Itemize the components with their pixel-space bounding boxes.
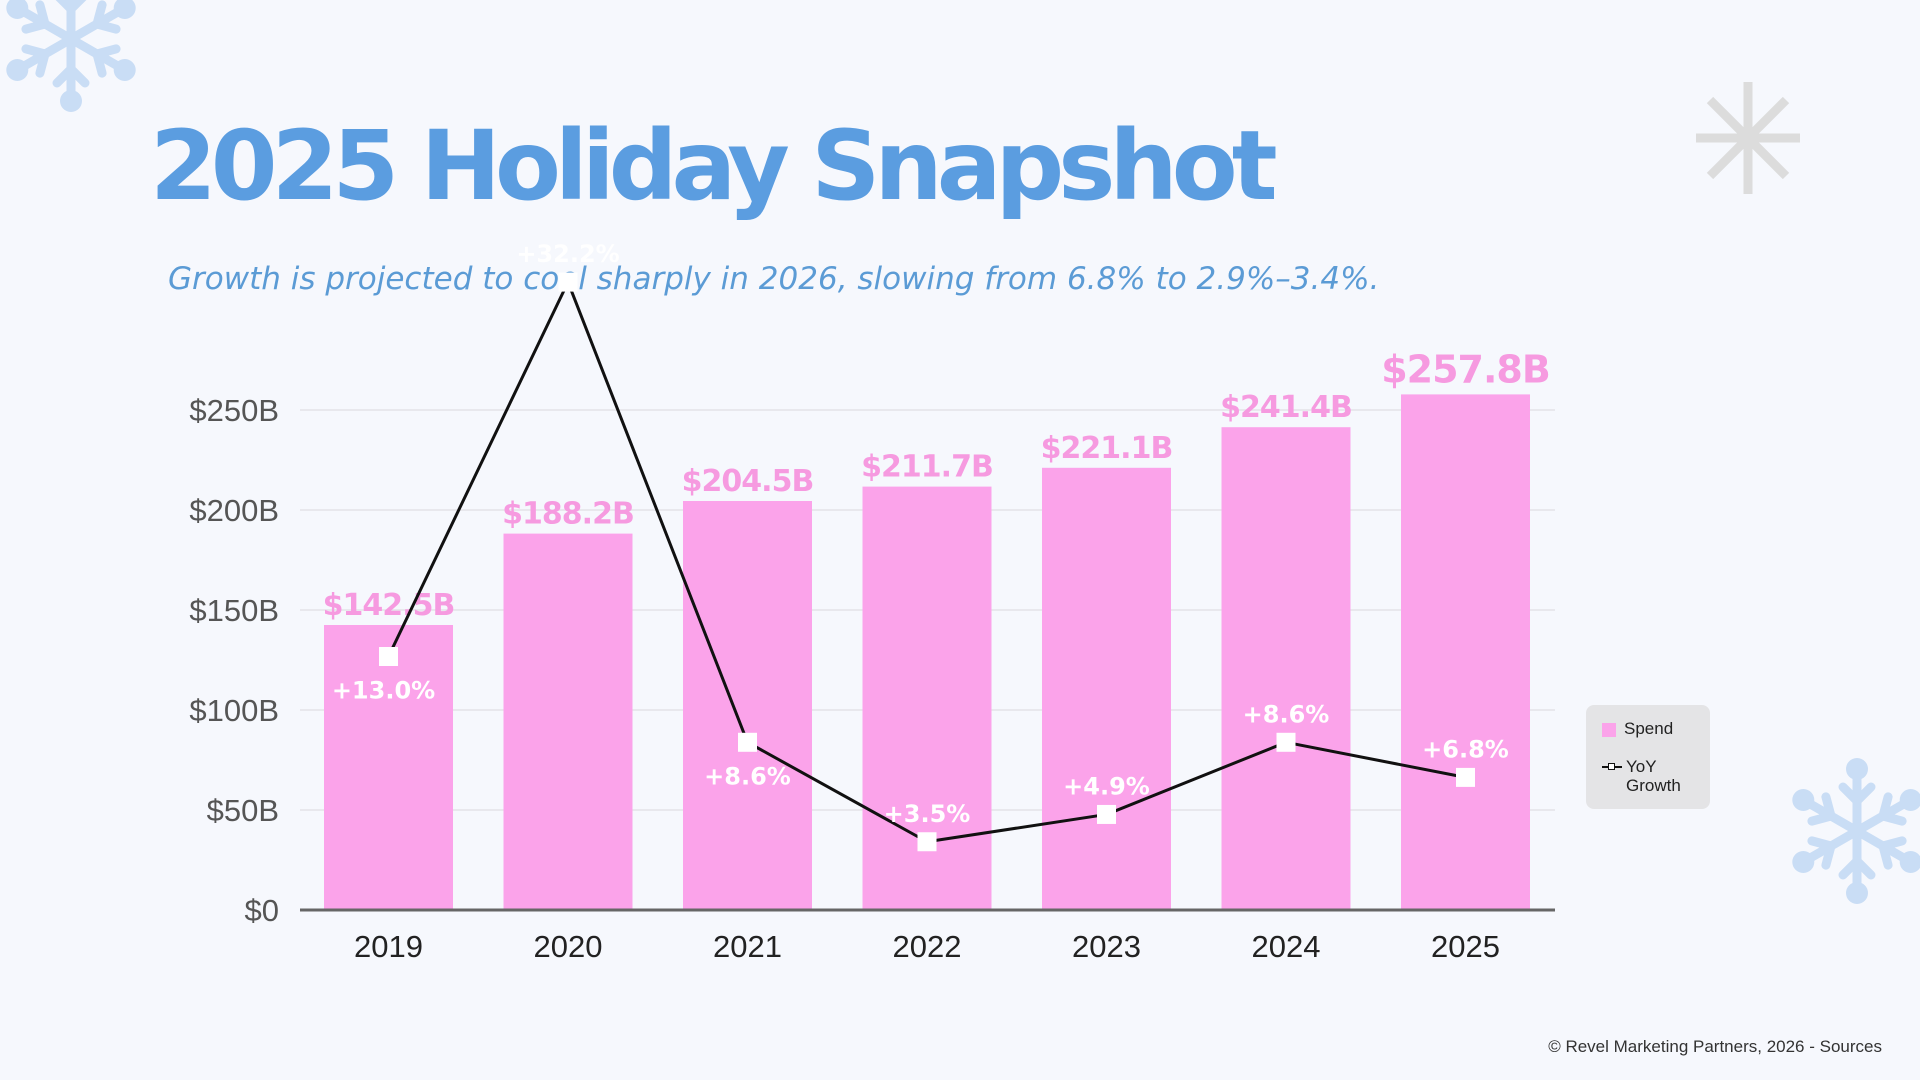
legend-item-spend: Spend — [1602, 719, 1674, 739]
bar-value-label: $142.5B — [323, 588, 455, 623]
bar-value-label: $188.2B — [502, 497, 634, 532]
growth-value-label: +13.0% — [332, 677, 435, 705]
bar-value-label: $204.5B — [682, 464, 814, 499]
x-tick-label: 2023 — [1072, 929, 1141, 964]
chart-legend: Spend YoY Growth — [1586, 705, 1710, 809]
growth-marker — [379, 647, 398, 666]
growth-marker — [1097, 804, 1116, 824]
y-tick-label: $250B — [189, 393, 279, 428]
x-tick-label: 2021 — [713, 929, 782, 964]
growth-value-label: +6.8% — [1422, 735, 1509, 763]
growth-marker — [1456, 767, 1475, 787]
x-tick-label: 2024 — [1252, 929, 1321, 964]
bar — [503, 533, 633, 910]
bar — [324, 625, 453, 910]
legend-item-growth: YoY Growth — [1602, 757, 1681, 795]
page-title: 2025 Holiday Snapshot — [150, 110, 1278, 222]
growth-value-label: +8.6% — [704, 762, 791, 790]
asterisk-icon — [1696, 82, 1800, 194]
y-tick-label: $100B — [189, 693, 279, 728]
legend-swatch-spend — [1602, 723, 1616, 737]
footer-credit: © Revel Marketing Partners, 2026 - Sourc… — [1548, 1037, 1882, 1056]
legend-label-growth: YoY Growth — [1626, 757, 1681, 795]
growth-value-label: +8.6% — [1243, 700, 1330, 728]
snowflake-icon — [1792, 758, 1920, 904]
bar-value-label: $257.8B — [1381, 347, 1550, 391]
growth-value-label: +3.5% — [884, 800, 971, 828]
bar — [1401, 394, 1530, 910]
x-tick-label: 2022 — [893, 929, 962, 964]
growth-value-label: +32.2% — [516, 240, 619, 268]
snowflake-icon — [6, 0, 136, 112]
growth-marker — [558, 272, 578, 292]
bar-value-label: $221.1B — [1041, 431, 1173, 466]
y-tick-label: $200B — [189, 493, 279, 528]
x-tick-label: 2025 — [1431, 929, 1500, 964]
bar — [683, 501, 812, 910]
legend-line-marker-icon — [1602, 760, 1622, 774]
x-tick-label: 2020 — [534, 929, 603, 964]
growth-value-label: +4.9% — [1063, 772, 1150, 800]
bar-value-label: $241.4B — [1220, 390, 1352, 425]
growth-marker — [917, 832, 937, 852]
bar-value-label: $211.7B — [861, 450, 993, 485]
y-tick-label: $0 — [245, 893, 279, 928]
legend-label-spend: Spend — [1624, 719, 1674, 738]
x-tick-label: 2019 — [354, 929, 423, 964]
bar — [1042, 467, 1171, 910]
y-tick-label: $50B — [207, 793, 279, 828]
y-tick-label: $150B — [189, 593, 279, 628]
growth-marker — [1276, 732, 1296, 752]
bar — [1221, 427, 1351, 910]
page-subtitle: Growth is projected to cool sharply in 2… — [168, 261, 1380, 297]
growth-marker — [738, 732, 757, 752]
